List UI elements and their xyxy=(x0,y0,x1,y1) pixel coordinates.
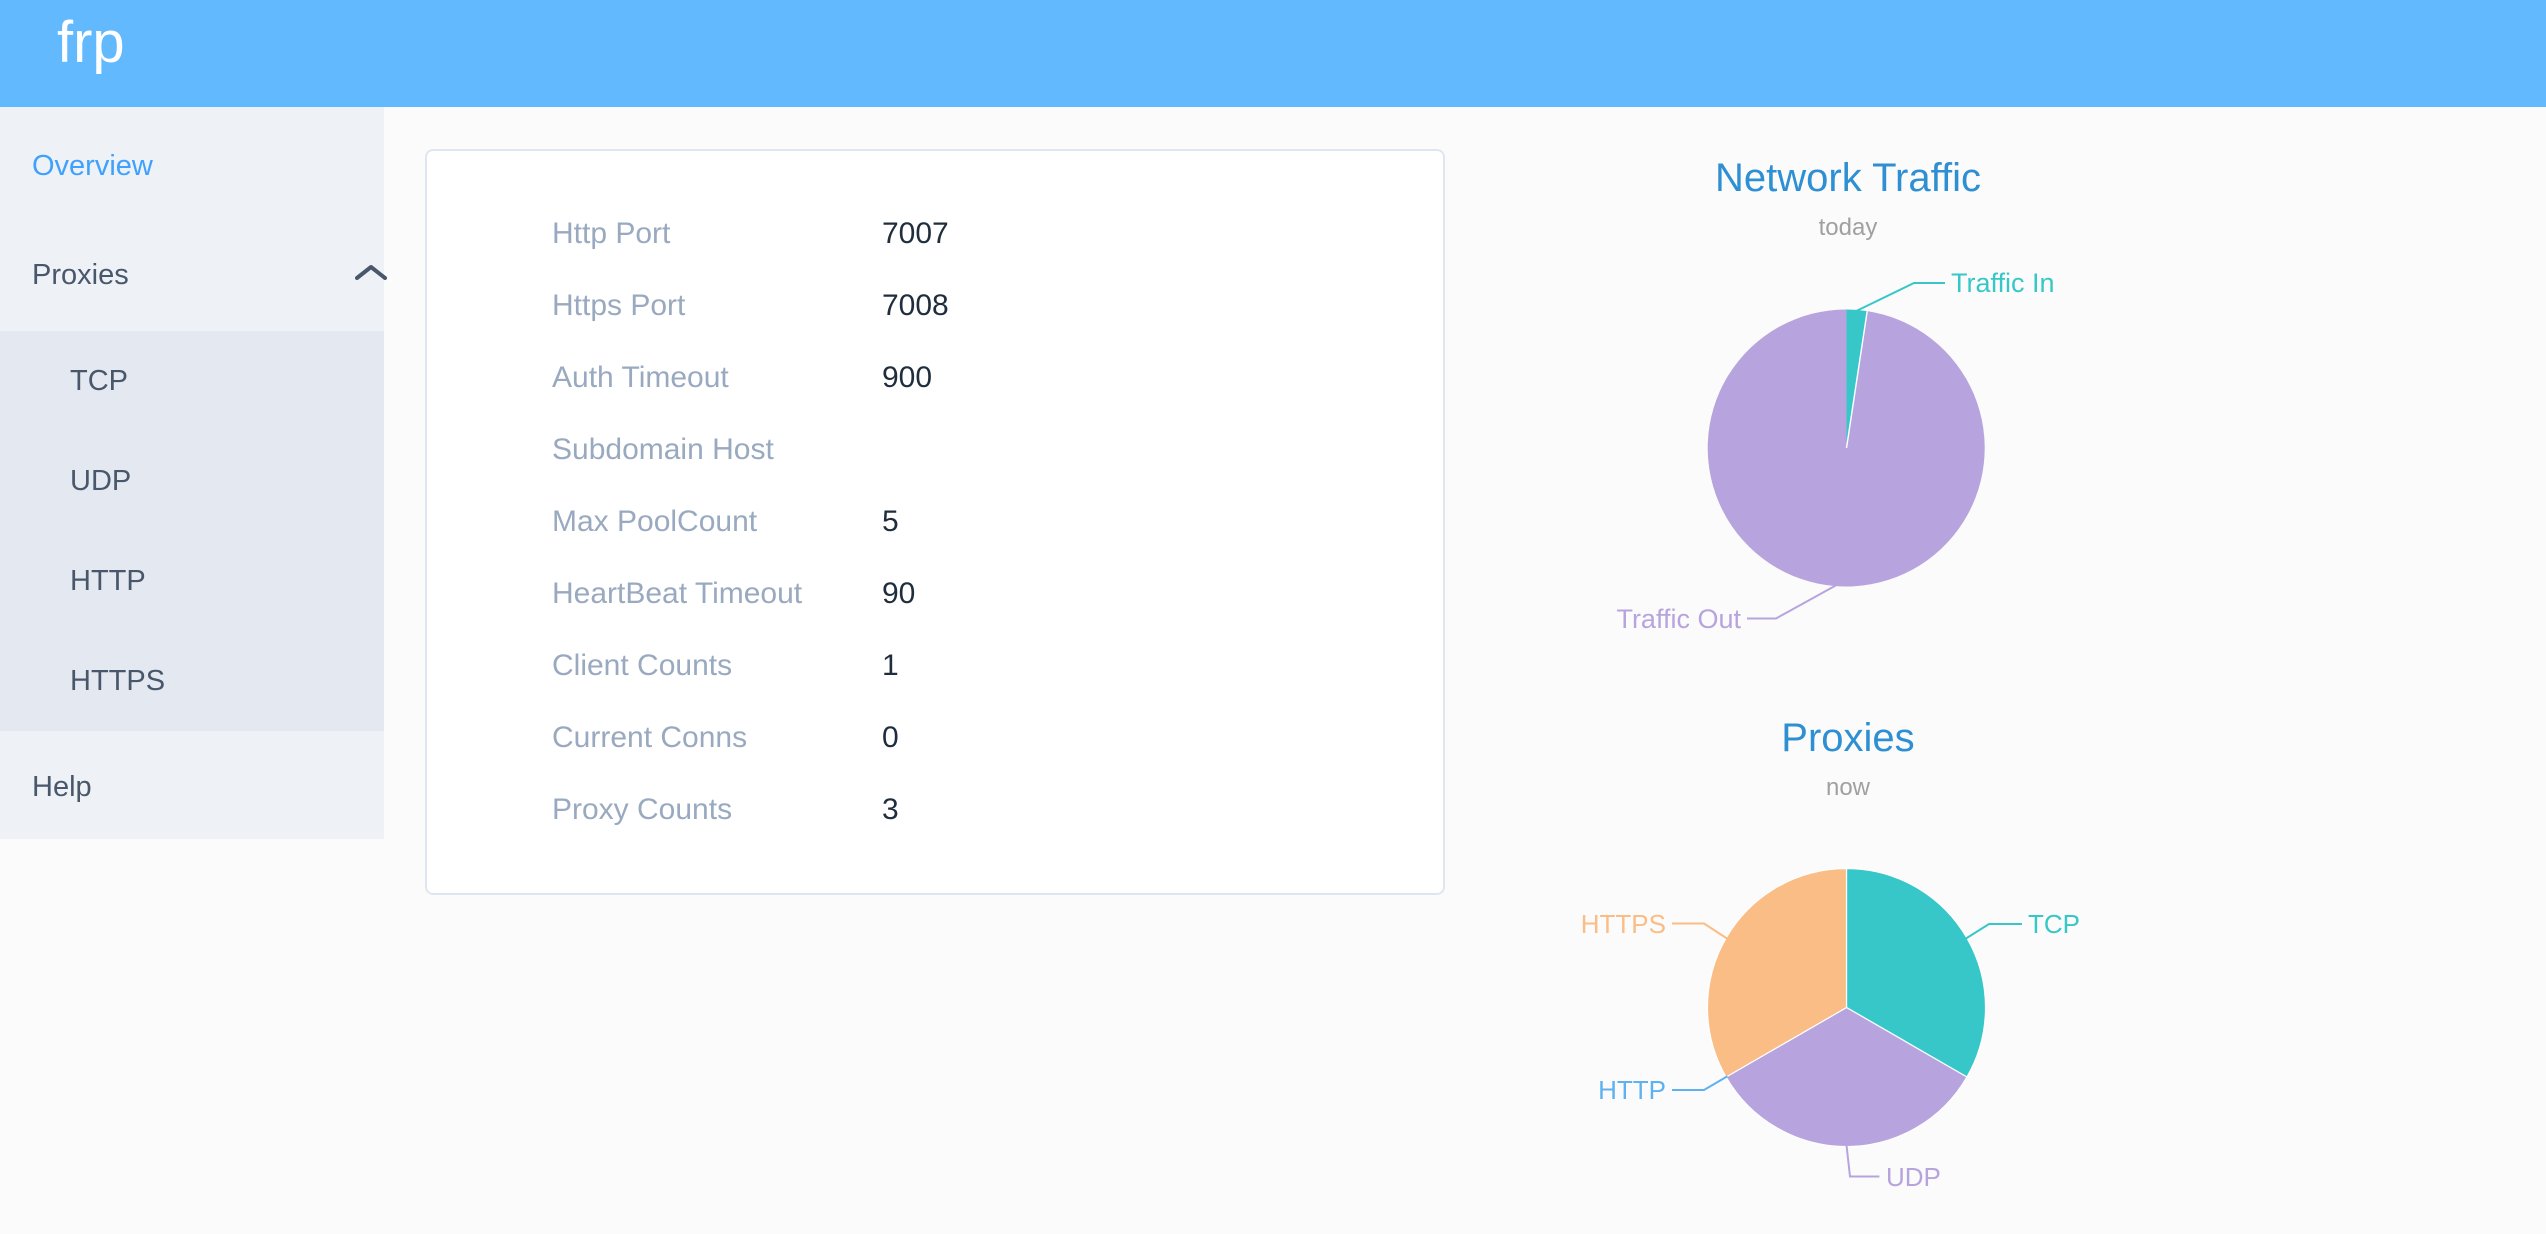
svg-text:TCP: TCP xyxy=(2028,909,2080,939)
svg-text:Network Traffic: Network Traffic xyxy=(1715,156,1981,200)
svg-text:Traffic In: Traffic In xyxy=(1951,268,2055,298)
svg-text:HTTP: HTTP xyxy=(1598,1075,1666,1105)
svg-text:Traffic Out: Traffic Out xyxy=(1616,604,1741,634)
svg-text:today: today xyxy=(1819,214,1878,241)
svg-text:Proxies: Proxies xyxy=(1781,716,1914,760)
svg-text:now: now xyxy=(1826,774,1871,801)
svg-text:UDP: UDP xyxy=(1886,1162,1941,1192)
svg-text:HTTPS: HTTPS xyxy=(1581,909,1666,939)
